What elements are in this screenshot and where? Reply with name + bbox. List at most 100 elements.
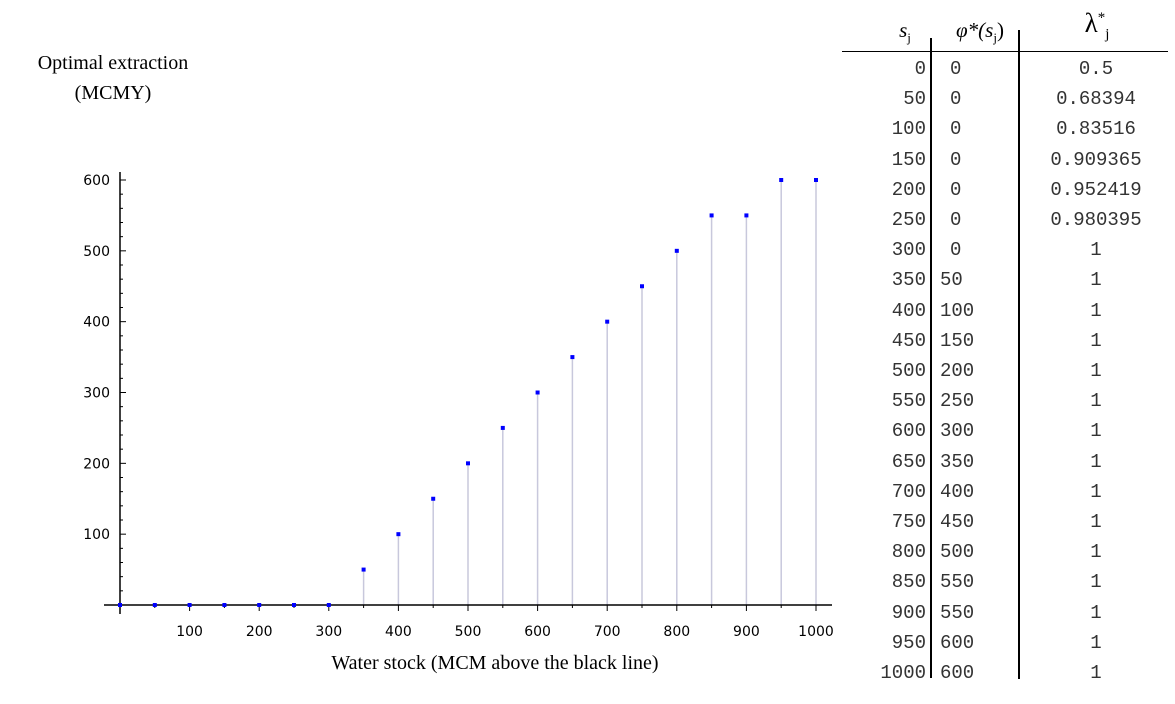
y-tick-label: 400 xyxy=(83,315,110,331)
cell-stock: 0 xyxy=(914,58,926,80)
cell-lambda: 0.83516 xyxy=(1056,118,1136,141)
cell-stock: 100 xyxy=(891,118,926,141)
data-point xyxy=(257,603,262,607)
cell-stock: 350 xyxy=(891,269,926,292)
cell-lambda: 1 xyxy=(1090,480,1102,503)
cell-lambda: 1 xyxy=(1090,239,1102,262)
data-point xyxy=(152,603,157,607)
cell-extraction: 450 xyxy=(940,511,975,533)
x-tick-label: 400 xyxy=(385,624,412,640)
cell-extraction: 550 xyxy=(940,571,975,594)
cell-stock: 550 xyxy=(891,390,926,413)
data-point xyxy=(326,603,331,607)
table-col-divider-1 xyxy=(930,38,932,678)
cell-extraction: 100 xyxy=(940,299,975,322)
scatter-chart: 100 200 300 400 500 600 700 800 900 1000 100 200 300… xyxy=(83,172,834,640)
header-phi-sub: j xyxy=(993,30,997,46)
values-table: sj φ*(sj) λ*j 0 0 0.5 50 0 0.68394 100 0 0.83516… xyxy=(840,0,1170,704)
data-point xyxy=(292,603,296,607)
y-tick-label: 100 xyxy=(83,527,110,543)
header-lambda-sup: * xyxy=(1097,10,1106,26)
data-point xyxy=(674,248,679,253)
cell-stock: 900 xyxy=(891,601,926,624)
header-lambda-sub: j xyxy=(1105,26,1110,43)
cell-lambda: 0.980395 xyxy=(1050,209,1142,231)
header-s-sub: j xyxy=(907,30,911,46)
cell-lambda: 0.909365 xyxy=(1050,148,1142,171)
data-point xyxy=(605,319,610,324)
data-point xyxy=(500,425,505,430)
cell-extraction: 250 xyxy=(940,390,975,413)
x-tick-label: 800 xyxy=(663,624,690,640)
data-point xyxy=(361,567,366,572)
cell-lambda: 1 xyxy=(1090,571,1102,594)
header-phi-close: ) xyxy=(996,18,1004,42)
y-tick-label: 300 xyxy=(83,386,110,402)
cell-extraction: 150 xyxy=(940,329,975,352)
cell-stock: 750 xyxy=(891,511,926,533)
cell-lambda: 1 xyxy=(1090,269,1102,292)
data-point xyxy=(570,355,575,360)
data-point xyxy=(744,213,749,218)
cell-stock: 1000 xyxy=(880,662,926,684)
data-point xyxy=(222,603,227,607)
cell-extraction: 50 xyxy=(940,269,963,292)
cell-stock: 50 xyxy=(903,88,926,111)
data-point xyxy=(535,390,540,395)
cell-extraction: 0 xyxy=(950,118,962,141)
cell-extraction: 600 xyxy=(940,631,975,654)
x-tick-label: 1000 xyxy=(798,624,834,640)
y-axis-title-line1: Optimal extraction xyxy=(37,52,189,74)
cell-stock: 450 xyxy=(891,329,926,352)
cell-lambda: 1 xyxy=(1090,662,1102,684)
cell-lambda: 1 xyxy=(1090,390,1102,413)
y-tick-label: 200 xyxy=(83,456,110,472)
cell-extraction: 600 xyxy=(940,662,975,684)
cell-extraction: 300 xyxy=(940,420,975,443)
cell-extraction: 550 xyxy=(940,601,975,624)
cell-lambda: 0.952419 xyxy=(1050,178,1142,201)
cell-extraction: 0 xyxy=(950,88,962,111)
cell-lambda: 1 xyxy=(1090,511,1102,533)
cell-stock: 700 xyxy=(891,480,926,503)
data-point xyxy=(814,178,818,182)
cell-stock: 250 xyxy=(891,209,926,231)
cell-lambda: 1 xyxy=(1090,601,1102,624)
cell-extraction: 0 xyxy=(950,239,962,262)
cell-lambda: 1 xyxy=(1090,541,1102,564)
cell-lambda: 1 xyxy=(1090,420,1102,443)
cell-stock: 400 xyxy=(891,299,926,322)
data-point xyxy=(431,496,436,501)
data-point xyxy=(709,213,714,218)
cell-stock: 500 xyxy=(891,360,926,382)
y-tick-label: 600 xyxy=(83,173,110,189)
table-col-divider-2 xyxy=(1018,30,1020,679)
y-axis-title: Optimal extraction (MCMY) xyxy=(8,48,218,108)
data-point xyxy=(118,603,122,607)
x-tick-label: 600 xyxy=(524,624,551,640)
header-phi: φ*(sj) xyxy=(932,18,1028,46)
cell-lambda: 0.68394 xyxy=(1056,88,1136,111)
cell-extraction: 0 xyxy=(950,209,962,231)
cell-extraction: 400 xyxy=(940,480,975,503)
table-header-rule xyxy=(842,51,1168,52)
x-tick-label: 900 xyxy=(733,624,760,640)
y-tick-label: 500 xyxy=(83,244,110,260)
header-lambda: λ*j xyxy=(1022,8,1172,43)
x-tick-label: 500 xyxy=(455,624,482,640)
cell-stock: 200 xyxy=(891,178,926,201)
x-tick-label: 200 xyxy=(246,624,273,640)
cell-lambda: 1 xyxy=(1090,631,1102,654)
cell-stock: 300 xyxy=(891,239,926,262)
data-point xyxy=(640,284,644,289)
data-point xyxy=(466,461,470,466)
x-tick-label: 300 xyxy=(315,624,342,640)
x-tick-label: 700 xyxy=(594,624,621,640)
data-point xyxy=(779,178,784,182)
cell-stock: 950 xyxy=(891,631,926,654)
cell-lambda: 1 xyxy=(1090,450,1102,473)
header-phi-symbol: φ*(s xyxy=(956,18,994,42)
cell-stock: 650 xyxy=(891,450,926,473)
cell-extraction: 500 xyxy=(940,541,975,564)
y-axis-title-line2: (MCMY) xyxy=(74,82,152,104)
